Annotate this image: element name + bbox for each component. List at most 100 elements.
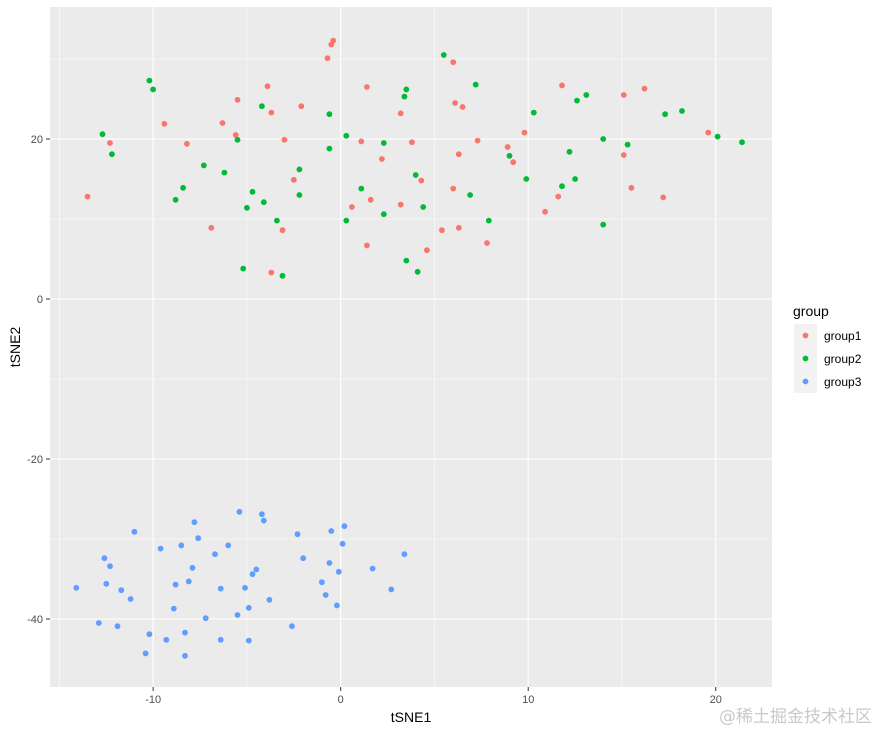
legend-key-group2	[802, 355, 809, 362]
group2-point	[244, 204, 250, 211]
group1-point	[367, 196, 374, 203]
group3-point	[127, 596, 134, 602]
group1-point	[459, 104, 466, 110]
group1-point	[234, 96, 241, 103]
group2-point	[559, 183, 565, 190]
group3-point	[195, 535, 202, 542]
group3-point	[191, 519, 198, 526]
group2-point	[296, 192, 303, 198]
group3-point	[114, 623, 121, 630]
group2-point	[260, 199, 267, 206]
group3-point	[236, 508, 243, 515]
group2-point	[583, 92, 590, 98]
group1-point	[620, 92, 627, 98]
group2-point	[221, 169, 228, 176]
group3-point	[334, 602, 340, 609]
group3-point	[170, 605, 177, 612]
group1-point	[379, 156, 385, 162]
group1-point	[330, 37, 337, 44]
group2-point	[485, 217, 492, 224]
group3-point	[300, 555, 307, 562]
group1-point	[290, 176, 297, 183]
group1-point	[418, 177, 425, 184]
group2-point	[380, 211, 387, 218]
group1-point	[279, 227, 286, 234]
group3-point	[118, 587, 125, 594]
x-tick-label: 20	[710, 694, 722, 706]
group3-point	[253, 566, 260, 573]
group1-point	[184, 140, 190, 147]
group2-point	[150, 86, 157, 93]
x-tick-label: 0	[338, 694, 344, 706]
group1-point	[298, 103, 305, 110]
data-points	[73, 37, 745, 659]
group3-point	[341, 523, 348, 530]
watermark: @稀土掘金技术社区	[719, 707, 872, 727]
group1-point	[450, 59, 457, 66]
group1-point	[349, 204, 355, 210]
group3-point	[217, 636, 224, 643]
group1-point	[281, 136, 288, 143]
group2-point	[326, 111, 333, 118]
group2-point	[109, 151, 115, 158]
legend-label-group3: group3	[824, 375, 862, 389]
legend-title: group	[793, 303, 829, 319]
group1-point	[555, 193, 562, 200]
group1-point	[424, 247, 430, 254]
group2-point	[600, 136, 607, 142]
group2-point	[240, 265, 247, 272]
legend: group group1 group2 group3	[793, 303, 862, 393]
group1-point	[324, 55, 331, 62]
group1-point	[455, 224, 462, 231]
x-tick-label: 10	[522, 694, 534, 706]
group1-point	[452, 100, 458, 106]
group3-point	[401, 551, 408, 558]
group2-point	[624, 141, 631, 148]
group2-point	[412, 172, 419, 178]
group2-point	[523, 176, 530, 182]
group3-point	[245, 637, 252, 644]
group2-point	[180, 184, 187, 191]
group1-point	[409, 139, 415, 146]
group1-point	[510, 159, 517, 166]
group2-point	[600, 221, 607, 228]
group1-point	[268, 269, 275, 276]
group2-point	[343, 217, 350, 224]
y-axis-title: tSNE2	[7, 327, 23, 368]
group2-point	[440, 52, 447, 58]
group3-point	[146, 631, 153, 638]
group2-point	[380, 140, 387, 146]
group1-point	[559, 82, 565, 89]
group2-point	[249, 188, 256, 195]
group2-point	[200, 162, 207, 169]
group3-point	[388, 586, 395, 593]
group2-point	[99, 131, 106, 138]
group1-point	[364, 84, 370, 90]
group3-point	[249, 571, 256, 578]
group3-point	[131, 528, 138, 535]
group2-point	[234, 136, 241, 143]
group3-point	[289, 623, 295, 630]
group3-point	[319, 579, 325, 586]
group2-point	[403, 86, 410, 93]
group2-point	[172, 196, 179, 203]
group2-point	[566, 148, 573, 155]
group3-point	[163, 636, 170, 643]
group3-point	[178, 542, 185, 549]
group3-point	[266, 596, 273, 603]
group1-point	[504, 144, 511, 150]
group3-point	[217, 585, 224, 592]
y-axis: -40 -20 0 20	[27, 134, 50, 626]
group3-point	[260, 517, 267, 524]
group3-point	[234, 612, 241, 618]
group3-point	[242, 584, 248, 591]
group3-point	[339, 540, 346, 547]
group2-point	[506, 152, 513, 159]
group1-point	[397, 201, 404, 208]
group1-point	[107, 140, 113, 146]
group1-point	[542, 208, 548, 215]
group2-point	[679, 108, 685, 114]
group1-point	[208, 224, 215, 231]
group2-point	[467, 192, 473, 198]
group2-point	[574, 97, 580, 104]
